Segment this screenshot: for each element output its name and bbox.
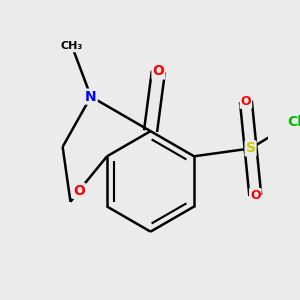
Text: Cl: Cl xyxy=(287,115,300,129)
Text: O: O xyxy=(73,184,85,198)
Text: CH₃: CH₃ xyxy=(61,41,83,51)
Text: O: O xyxy=(250,189,261,202)
Text: O: O xyxy=(241,95,251,108)
Text: N: N xyxy=(85,90,97,104)
Text: S: S xyxy=(246,141,256,155)
Text: O: O xyxy=(152,64,164,79)
